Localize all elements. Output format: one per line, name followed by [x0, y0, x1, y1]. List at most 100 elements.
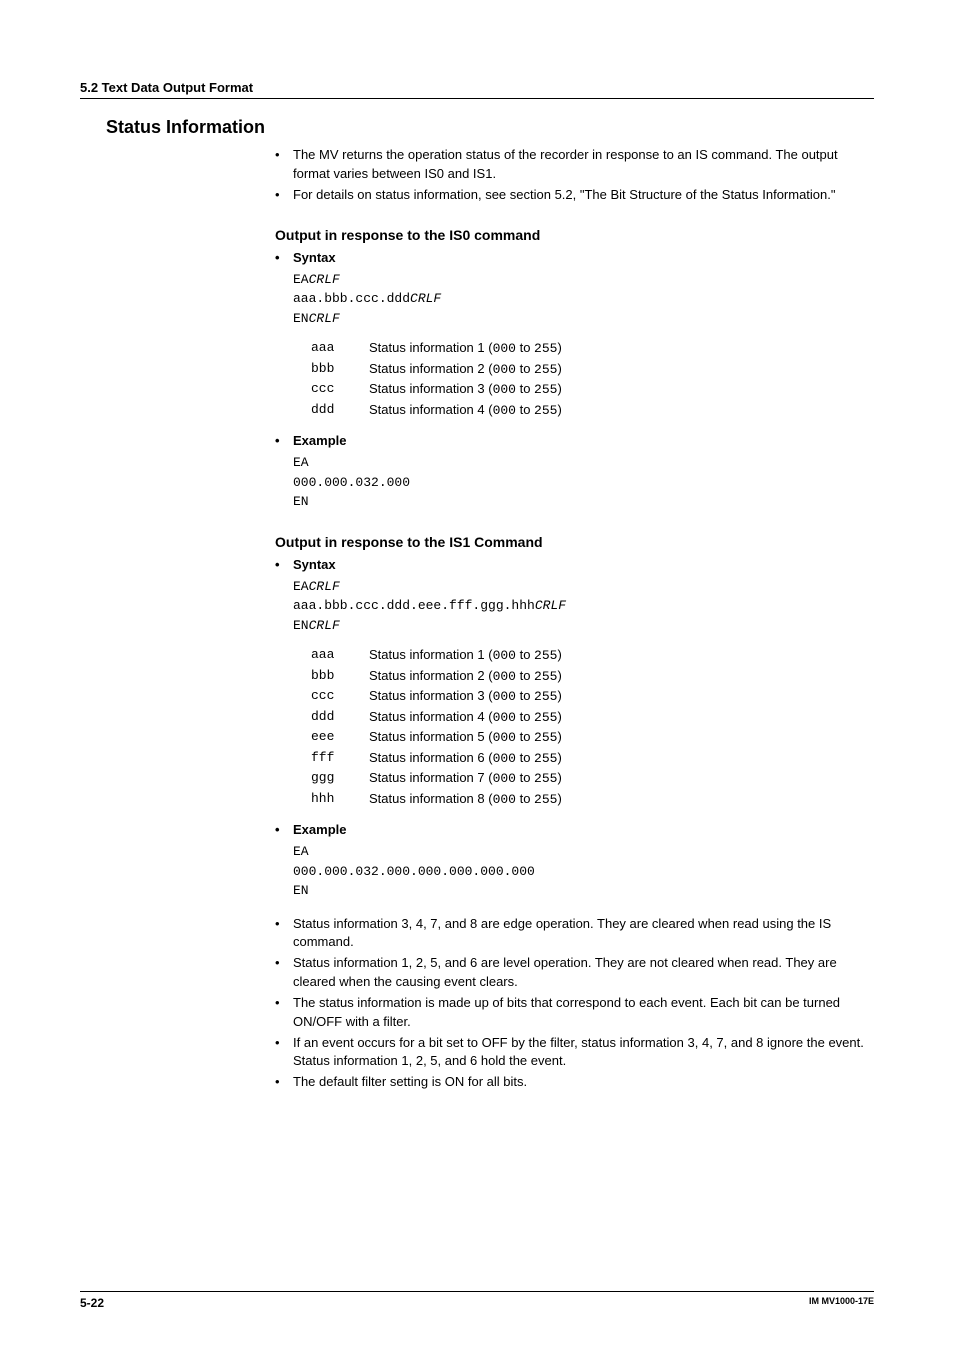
example-heading: • Example [275, 432, 874, 451]
code-line: EN [293, 492, 874, 512]
note-text: The default filter setting is ON for all… [293, 1073, 874, 1092]
page-footer: 5-22 IM MV1000-17E [80, 1291, 874, 1310]
param-key: eee [311, 727, 369, 748]
param-row: dddStatus information 4 (000 to 255) [311, 400, 874, 421]
note-text: Status information 1, 2, 5, and 6 are le… [293, 954, 874, 992]
param-desc: Status information 2 (000 to 255) [369, 359, 562, 380]
bullet-dot: • [275, 954, 293, 992]
param-desc: Status information 3 (000 to 255) [369, 686, 562, 707]
bullet-text: For details on status information, see s… [293, 186, 874, 205]
param-key: bbb [311, 359, 369, 380]
code-text: aaa.bbb.ccc.ddd.eee.fff.ggg.hhh [293, 598, 535, 613]
param-row: bbbStatus information 2 (000 to 255) [311, 666, 874, 687]
param-row: fffStatus information 6 (000 to 255) [311, 748, 874, 769]
syntax-heading: • Syntax [275, 249, 874, 268]
param-desc: Status information 5 (000 to 255) [369, 727, 562, 748]
example-label: Example [293, 432, 346, 451]
is1-example-block: EA 000.000.032.000.000.000.000.000 EN [293, 842, 874, 901]
code-crlf: CRLF [535, 598, 566, 613]
main-heading: Status Information [106, 117, 874, 138]
param-key: ccc [311, 686, 369, 707]
param-desc: Status information 8 (000 to 255) [369, 789, 562, 810]
intro-bullet: • The MV returns the operation status of… [275, 146, 874, 184]
note-bullet: •Status information 3, 4, 7, and 8 are e… [275, 915, 874, 953]
note-bullet: •The default filter setting is ON for al… [275, 1073, 874, 1092]
param-key: ddd [311, 400, 369, 421]
note-bullet: •The status information is made up of bi… [275, 994, 874, 1032]
is0-example-block: EA 000.000.032.000 EN [293, 453, 874, 512]
param-key: ddd [311, 707, 369, 728]
doc-id: IM MV1000-17E [809, 1296, 874, 1310]
param-desc: Status information 3 (000 to 255) [369, 379, 562, 400]
bullet-dot: • [275, 994, 293, 1032]
code-crlf: CRLF [309, 618, 340, 633]
param-key: aaa [311, 645, 369, 666]
is1-params: aaaStatus information 1 (000 to 255) bbb… [311, 645, 874, 809]
code-crlf: CRLF [309, 311, 340, 326]
section-header: 5.2 Text Data Output Format [80, 80, 874, 99]
param-key: ccc [311, 379, 369, 400]
param-row: eeeStatus information 5 (000 to 255) [311, 727, 874, 748]
note-text: Status information 3, 4, 7, and 8 are ed… [293, 915, 874, 953]
param-row: aaaStatus information 1 (000 to 255) [311, 338, 874, 359]
is0-params: aaaStatus information 1 (000 to 255) bbb… [311, 338, 874, 420]
notes-block: •Status information 3, 4, 7, and 8 are e… [275, 915, 874, 1093]
param-desc: Status information 1 (000 to 255) [369, 338, 562, 359]
code-line: EN [293, 881, 874, 901]
code-crlf: CRLF [410, 291, 441, 306]
bullet-dot: • [275, 915, 293, 953]
code-crlf: CRLF [309, 579, 340, 594]
param-desc: Status information 4 (000 to 255) [369, 707, 562, 728]
code-line: EA [293, 842, 874, 862]
code-line: EA [293, 453, 874, 473]
bullet-dot: • [275, 821, 293, 840]
param-row: aaaStatus information 1 (000 to 255) [311, 645, 874, 666]
content-body: • The MV returns the operation status of… [275, 146, 874, 1092]
param-row: bbbStatus information 2 (000 to 255) [311, 359, 874, 380]
syntax-heading: • Syntax [275, 556, 874, 575]
param-row: cccStatus information 3 (000 to 255) [311, 686, 874, 707]
param-key: ggg [311, 768, 369, 789]
is0-syntax-block: EACRLF aaa.bbb.ccc.dddCRLF ENCRLF [293, 270, 874, 329]
code-text: EA [293, 272, 309, 287]
code-text: aaa.bbb.ccc.ddd [293, 291, 410, 306]
code-line: 000.000.032.000.000.000.000.000 [293, 862, 874, 882]
param-desc: Status information 2 (000 to 255) [369, 666, 562, 687]
param-row: hhhStatus information 8 (000 to 255) [311, 789, 874, 810]
note-text: If an event occurs for a bit set to OFF … [293, 1034, 874, 1072]
param-key: aaa [311, 338, 369, 359]
example-label: Example [293, 821, 346, 840]
param-desc: Status information 6 (000 to 255) [369, 748, 562, 769]
param-desc: Status information 1 (000 to 255) [369, 645, 562, 666]
note-text: The status information is made up of bit… [293, 994, 874, 1032]
param-row: cccStatus information 3 (000 to 255) [311, 379, 874, 400]
bullet-dot: • [275, 146, 293, 184]
code-line: 000.000.032.000 [293, 473, 874, 493]
param-desc: Status information 4 (000 to 255) [369, 400, 562, 421]
bullet-dot: • [275, 249, 293, 268]
param-key: hhh [311, 789, 369, 810]
example-heading: • Example [275, 821, 874, 840]
page-number: 5-22 [80, 1296, 104, 1310]
syntax-label: Syntax [293, 556, 336, 575]
param-row: gggStatus information 7 (000 to 255) [311, 768, 874, 789]
syntax-label: Syntax [293, 249, 336, 268]
bullet-dot: • [275, 186, 293, 205]
code-text: EA [293, 579, 309, 594]
param-desc: Status information 7 (000 to 255) [369, 768, 562, 789]
note-bullet: •If an event occurs for a bit set to OFF… [275, 1034, 874, 1072]
bullet-dot: • [275, 556, 293, 575]
is1-title: Output in response to the IS1 Command [275, 532, 874, 552]
param-row: dddStatus information 4 (000 to 255) [311, 707, 874, 728]
bullet-dot: • [275, 1073, 293, 1092]
intro-bullet: • For details on status information, see… [275, 186, 874, 205]
is1-syntax-block: EACRLF aaa.bbb.ccc.ddd.eee.fff.ggg.hhhCR… [293, 577, 874, 636]
bullet-text: The MV returns the operation status of t… [293, 146, 874, 184]
code-crlf: CRLF [309, 272, 340, 287]
note-bullet: •Status information 1, 2, 5, and 6 are l… [275, 954, 874, 992]
bullet-dot: • [275, 1034, 293, 1072]
param-key: bbb [311, 666, 369, 687]
code-text: EN [293, 311, 309, 326]
is0-title: Output in response to the IS0 command [275, 225, 874, 245]
code-text: EN [293, 618, 309, 633]
